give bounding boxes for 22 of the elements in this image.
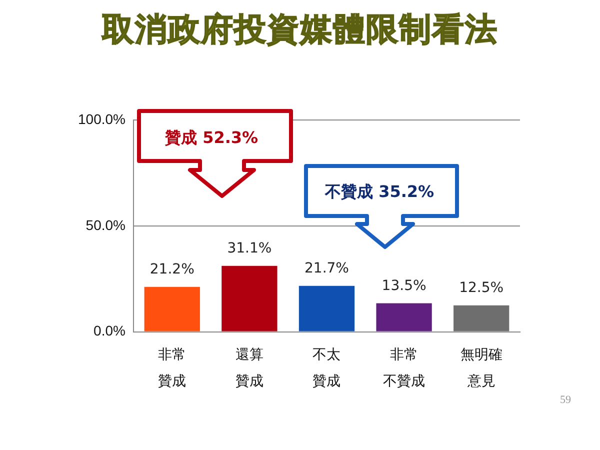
x-tick-label: 還算贊成 [235, 346, 264, 389]
bar [454, 305, 510, 332]
data-label: 21.2% [150, 262, 194, 278]
data-label: 13.5% [382, 278, 426, 294]
x-tick-label: 不太贊成 [312, 346, 341, 389]
bar [144, 286, 200, 332]
data-label: 21.7% [304, 260, 349, 276]
x-tick-label: 非常不贊成 [383, 346, 426, 389]
text: 59 [560, 394, 571, 406]
annotation: 贊成 52.3% [165, 128, 258, 149]
data-label: 31.1% [227, 240, 272, 257]
chart-title: 取消政府投資媒體限制看法 [100, 9, 499, 50]
x-tick-label: 無明確意見 [460, 346, 502, 389]
annotation: 不贊成 35.2% [325, 182, 434, 203]
bar [222, 266, 278, 332]
x-tick-label: 非常贊成 [158, 346, 186, 389]
y-tick-label: 0.0% [94, 322, 126, 339]
bar [376, 303, 432, 332]
bar [298, 286, 355, 332]
y-tick-label: 50.0% [86, 216, 126, 233]
data-label: 12.5% [459, 280, 504, 296]
y-tick-label: 100.0% [78, 110, 126, 127]
